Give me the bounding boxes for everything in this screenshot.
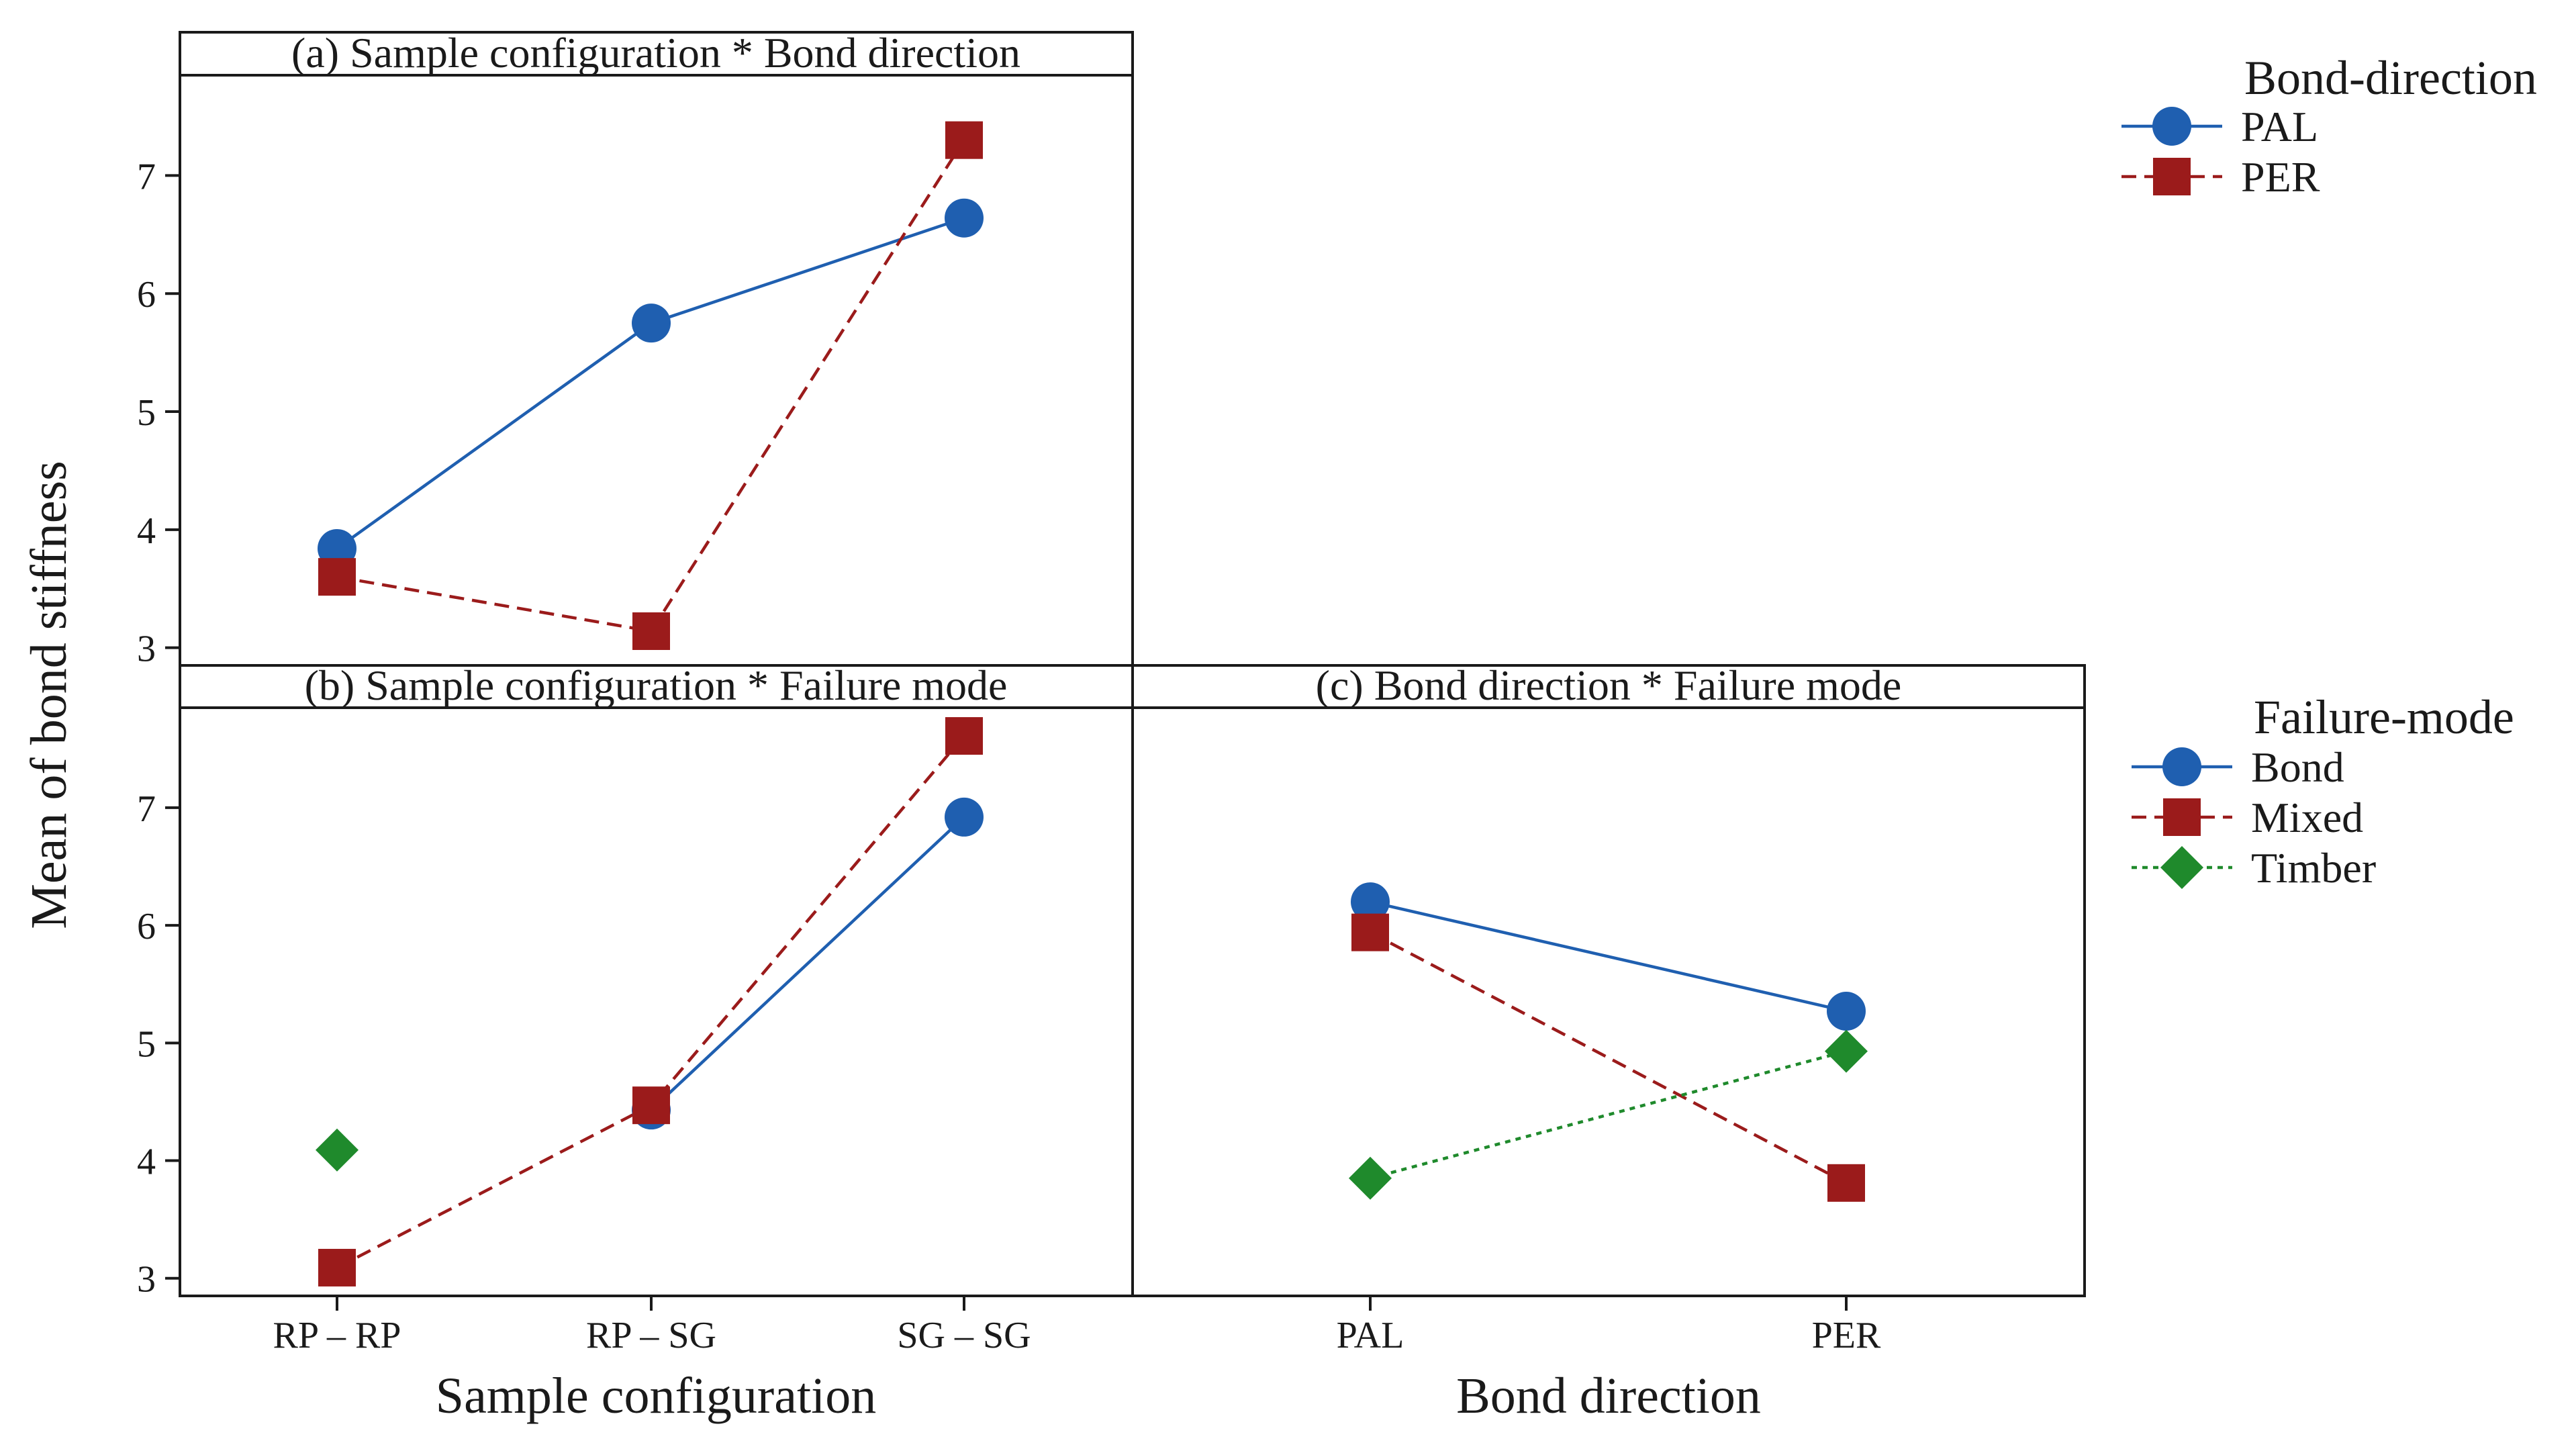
panel-a-marks [318, 121, 984, 651]
panel-a-y-tick-label-6: 6 [137, 274, 156, 316]
panel-c-point-mixed-per [1827, 1164, 1865, 1202]
panel-a-y-tick-label-3: 3 [137, 628, 156, 670]
panel-a-y-tick-label-5: 5 [137, 392, 156, 434]
panel-a-y-axis: 3 4 5 6 7 [137, 156, 180, 670]
panel-c-point-bond-per [1827, 992, 1866, 1031]
panel-b-x-tick-label-rp-sg: RP – SG [586, 1315, 716, 1356]
panel-a-point-per-rp-rp [318, 558, 356, 596]
legend-marker-mixed [2163, 798, 2201, 836]
legend-failure-mode-title: Failure-mode [2254, 690, 2514, 744]
panel-b-x-tick-label-rp-rp: RP – RP [273, 1315, 401, 1356]
panel-a-point-per-sg-sg [945, 121, 983, 159]
panel-a-y-tick-label-4: 4 [137, 510, 156, 552]
panel-c-x-tick-label-per: PER [1812, 1315, 1881, 1356]
panel-a-point-pal-sg-sg [945, 198, 984, 238]
legend-marker-per [2153, 158, 2191, 195]
panel-b-y-tick-label-6: 6 [137, 906, 156, 947]
panel-c-point-mixed-pal [1351, 913, 1389, 951]
panel-c-series-line-bond [1370, 900, 1847, 1013]
panel-c-x-axis: PAL PER [1337, 1296, 1881, 1356]
legend-label-per: PER [2241, 153, 2320, 201]
panel-a-strip [179, 31, 1134, 77]
y-axis-title: Mean of bond stiffness [21, 461, 77, 929]
legend-label-mixed: Mixed [2251, 794, 2363, 841]
panel-a-point-per-rp-sg [632, 612, 670, 651]
legend-bond-direction-title: Bond-direction [2244, 51, 2537, 105]
panel-c-x-tick-label-pal: PAL [1337, 1315, 1404, 1356]
legend-marker-bond [2162, 747, 2201, 786]
panel-b-y-tick-label-5: 5 [137, 1023, 156, 1065]
legend-marker-pal [2152, 107, 2191, 146]
panel-c-point-bond-pal [1351, 882, 1390, 922]
panel-c-title: (c) Bond direction * Failure mode [1316, 661, 1902, 709]
panel-c-x-axis-title: Bond direction [1456, 1368, 1761, 1424]
panel-c-frame [1131, 664, 2086, 1297]
panel-b: (b) Sample configuration * Failure mode … [137, 661, 1134, 1424]
panel-a-title: (a) Sample configuration * Bond directio… [291, 29, 1020, 77]
panel-b-point-mixed-sg-sg [945, 717, 983, 755]
legend-label-pal: PAL [2241, 103, 2318, 150]
panel-b-point-timber-rp-rp [316, 1128, 359, 1172]
panel-c-point-timber-per [1825, 1029, 1868, 1073]
panel-b-title: (b) Sample configuration * Failure mode [305, 661, 1008, 709]
legend-label-bond: Bond [2251, 743, 2344, 791]
panel-a: (a) Sample configuration * Bond directio… [137, 29, 1134, 670]
panel-b-x-tick-label-sg-sg: SG – SG [897, 1315, 1031, 1356]
panel-b-y-tick-label-3: 3 [137, 1259, 156, 1301]
panel-c-point-timber-pal [1349, 1156, 1392, 1200]
panel-a-series-line-per [336, 139, 965, 633]
panel-a-series-line-pal [336, 216, 965, 550]
panel-b-point-mixed-rp-sg [632, 1086, 670, 1125]
panel-b-frame [179, 664, 1134, 1297]
panel-b-marks [316, 717, 984, 1286]
panel-b-y-tick-label-7: 7 [137, 788, 156, 830]
panel-b-point-bond-sg-sg [945, 797, 984, 837]
panel-b-x-axis-title: Sample configuration [436, 1368, 876, 1424]
legend-label-timber: Timber [2251, 844, 2376, 892]
panel-c-series-line-timber [1370, 1049, 1847, 1180]
panel-a-point-pal-rp-sg [632, 303, 671, 343]
legend-marker-timber [2160, 846, 2203, 889]
panel-b-y-tick-label-4: 4 [137, 1141, 156, 1183]
panel-c-marks [1349, 882, 1868, 1202]
panel-b-point-mixed-rp-rp [318, 1248, 356, 1286]
panel-c: (c) Bond direction * Failure mode PAL PER… [1131, 661, 2086, 1424]
panel-b-series-line-mixed [336, 735, 965, 1269]
panel-c-series-line-mixed [1369, 931, 1848, 1184]
panel-a-y-tick-label-7: 7 [137, 156, 156, 197]
panel-b-axes: 3 4 5 6 7 RP – RP RP – SG SG – SG [137, 788, 1031, 1356]
panel-b-series-line-bond [650, 816, 965, 1111]
panel-c-strip [1131, 664, 2086, 709]
panel-b-strip [179, 664, 1134, 709]
